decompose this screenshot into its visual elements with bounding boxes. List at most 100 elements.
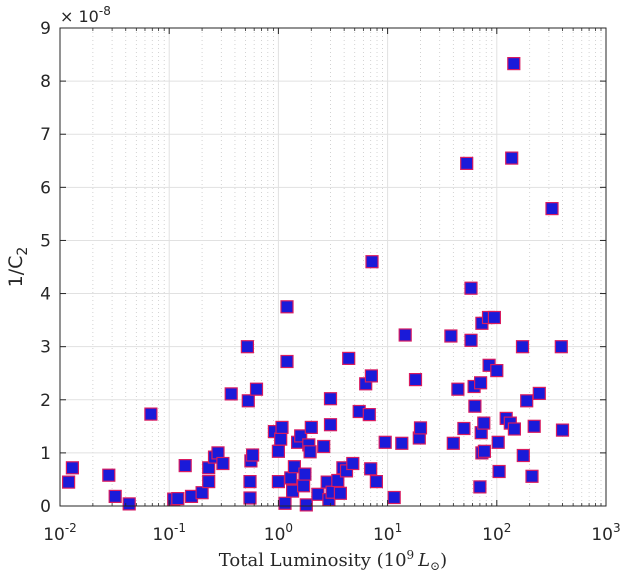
y-tick-labels: 0 1 2 3 4 5 6 7 8 9: [40, 19, 51, 517]
data-point: [515, 340, 530, 354]
x-axis-label-suffix: ): [440, 550, 447, 571]
x-axis-label-symbol: L: [417, 550, 430, 571]
data-point: [369, 475, 383, 489]
y-tick-label: 4: [40, 285, 51, 305]
data-point: [395, 436, 409, 450]
data-point: [271, 444, 285, 458]
data-point: [274, 432, 288, 446]
data-point: [398, 328, 412, 342]
x-tick-label: 102: [482, 521, 511, 545]
data-point: [171, 492, 185, 506]
data-point: [492, 464, 506, 479]
data-point: [284, 471, 298, 485]
data-point: [491, 435, 505, 449]
data-point: [280, 300, 294, 314]
x-axis-label-sun: ⊙: [430, 559, 440, 573]
data-point: [202, 475, 216, 489]
data-point: [346, 456, 360, 471]
axis-ticks: [59, 27, 607, 507]
data-point: [61, 475, 76, 489]
y-multiplier: × 10-8: [60, 4, 111, 26]
data-point: [303, 445, 317, 459]
data-point: [446, 436, 460, 450]
y-tick-label: 7: [40, 125, 51, 145]
y-axis-label: 1/C2: [5, 247, 31, 288]
x-tick-labels: 10-2 10-1 100 101 102 103: [43, 521, 620, 545]
x-tick-label: 10-1: [152, 521, 186, 545]
data-point: [474, 376, 488, 390]
data-point: [525, 469, 539, 483]
data-point: [487, 310, 501, 325]
x-tick-label: 103: [591, 521, 620, 545]
data-point: [473, 480, 487, 494]
data-point: [297, 479, 311, 493]
data-point: [527, 419, 541, 433]
data-point: [468, 399, 482, 413]
data-point: [413, 421, 428, 435]
data-point: [317, 439, 331, 454]
data-point: [65, 461, 80, 475]
data-point: [378, 435, 392, 449]
data-point: [224, 387, 238, 401]
data-point: [505, 151, 519, 165]
data-point: [333, 486, 347, 500]
data-point: [311, 487, 325, 501]
y-multiplier-base: × 10: [60, 7, 99, 26]
y-tick-label: 9: [40, 19, 51, 39]
data-point: [178, 459, 192, 473]
data-point: [444, 329, 458, 343]
data-point: [243, 491, 257, 505]
data-point: [477, 416, 491, 430]
y-tick-label: 8: [40, 72, 51, 92]
data-point: [216, 456, 230, 471]
x-tick-label: 100: [264, 521, 293, 545]
data-point: [362, 408, 376, 422]
data-point: [545, 202, 559, 216]
data-point: [490, 364, 504, 378]
data-point: [108, 489, 122, 503]
data-point: [464, 333, 478, 347]
y-tick-label: 2: [40, 391, 51, 411]
data-point: [249, 382, 264, 396]
data-point: [457, 421, 471, 436]
data-point: [464, 281, 478, 295]
data-point: [323, 418, 338, 432]
y-tick-label: 6: [40, 178, 51, 198]
y-tick-label: 5: [40, 231, 51, 251]
x-tick-label: 101: [373, 521, 402, 545]
data-point: [532, 386, 546, 400]
y-tick-label: 1: [40, 444, 51, 464]
data-point: [342, 351, 356, 365]
data-point: [241, 394, 255, 408]
x-tick-label: 10-2: [43, 521, 77, 545]
data-point: [243, 475, 257, 489]
data-point: [365, 255, 379, 269]
data-point: [122, 497, 136, 511]
x-axis-label-power: 9: [407, 548, 415, 562]
data-point: [408, 373, 423, 387]
data-point: [271, 475, 285, 489]
data-point: [460, 156, 474, 170]
x-axis-label: Total Luminosity (109 L⊙): [219, 548, 447, 573]
data-point: [195, 486, 209, 500]
data-point: [240, 340, 254, 354]
data-point: [278, 496, 292, 510]
data-point: [323, 392, 338, 406]
data-point: [387, 490, 401, 505]
data-point: [364, 369, 378, 383]
x-axis-label-prefix: Total Luminosity (10: [219, 550, 407, 571]
data-point: [331, 473, 345, 488]
data-point: [246, 448, 260, 462]
data-point: [275, 420, 289, 434]
data-point: [516, 448, 530, 463]
data-point: [286, 484, 300, 498]
axes-box: [59, 27, 607, 507]
plot-area: [60, 28, 606, 506]
data-point: [555, 423, 570, 437]
data-point: [477, 444, 491, 458]
data-point: [304, 420, 318, 434]
data-point: [144, 407, 158, 421]
data-point: [554, 340, 568, 354]
data-point: [298, 467, 312, 481]
